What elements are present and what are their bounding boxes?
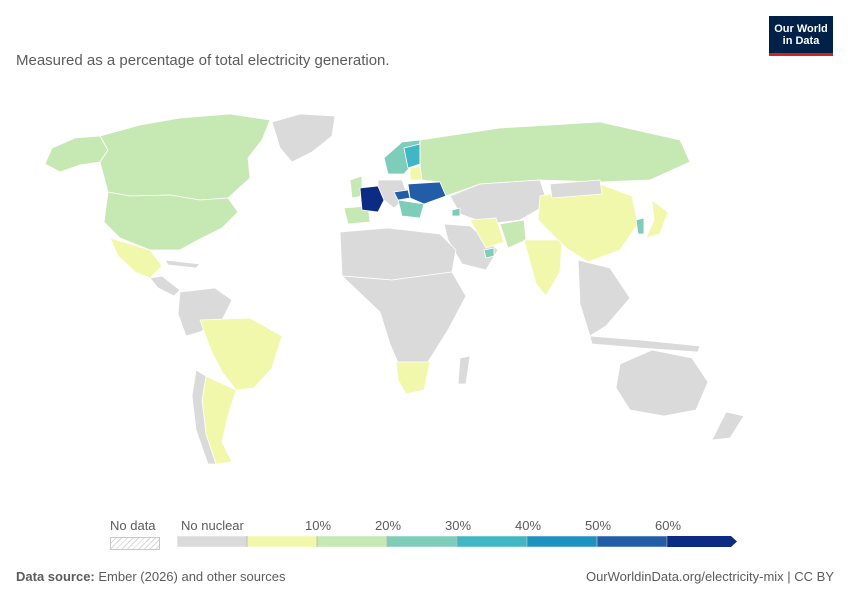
map-region-southeast-asia[interactable] [577,259,631,337]
map-region-north-africa[interactable] [339,227,457,281]
data-source: Data source: Ember (2026) and other sour… [16,569,286,584]
legend-bin-0[interactable] [177,536,248,548]
legend-no-data-swatch [110,537,160,550]
data-source-label: Data source: [16,569,95,584]
legend-label-40: 40% [515,518,542,533]
map-region-pakistan[interactable] [499,219,527,249]
map-region-usa[interactable] [103,191,239,251]
legend-label-50: 50% [585,518,612,533]
map-region-balkans[interactable] [397,199,425,219]
legend-bin-6[interactable] [596,536,668,548]
legend-bin-2[interactable] [316,536,388,548]
legend-label-10: 10% [305,518,332,533]
map-region-canada[interactable] [99,113,271,201]
map-region-mongolia[interactable] [549,179,603,199]
map-region-india[interactable] [523,239,563,297]
legend-bin-7[interactable] [667,536,737,547]
map-region-south-korea[interactable] [635,217,645,235]
legend-label-30: 30% [445,518,472,533]
map-region-sub-saharan-africa[interactable] [341,271,467,373]
chart-subtitle: Measured as a percentage of total electr… [16,52,390,69]
owid-logo[interactable]: Our World in Data [769,16,833,56]
footer-link[interactable]: OurWorldinData.org/electricity-mix | CC … [585,569,834,584]
legend-bin-3[interactable] [386,536,458,548]
map-region-south-africa[interactable] [395,361,431,395]
map-region-central-america[interactable] [149,275,181,297]
legend-label-no-nuclear: No nuclear [181,518,244,533]
map-region-middle-east[interactable] [443,223,499,271]
map-region-brazil[interactable] [199,317,283,391]
map-region-chile[interactable] [191,369,217,465]
legend-color-scale [177,536,737,548]
map-region-madagascar[interactable] [457,355,471,385]
map-region-caribbean[interactable] [164,259,201,269]
legend-no-data-label: No data [110,518,156,533]
map-region-australia[interactable] [615,349,709,417]
logo-line-2: in Data [782,34,820,47]
legend-bin-5[interactable] [526,536,598,548]
map-region-japan[interactable] [645,199,669,239]
map-region-ukraine[interactable] [407,181,447,205]
legend-bin-1[interactable] [246,536,318,548]
map-region-china[interactable] [537,183,639,263]
logo-line-1: Our World [774,22,828,35]
map-region-france[interactable] [359,185,385,213]
map-region-new-zealand[interactable] [711,411,745,441]
world-map [44,113,745,465]
legend-bin-4[interactable] [456,536,528,548]
map-region-central-asia[interactable] [449,179,549,225]
map-region-indonesia[interactable] [589,335,701,353]
map-region-alaska[interactable] [44,135,109,173]
map-region-uk[interactable] [349,175,363,199]
legend-label-20: 20% [375,518,402,533]
map-region-iran[interactable] [469,217,505,249]
map-region-armenia[interactable] [451,207,461,217]
map-region-russia[interactable] [419,121,691,197]
map-region-greenland[interactable] [271,113,336,163]
legend-label-60: 60% [655,518,682,533]
data-source-text[interactable]: Ember (2026) and other sources [98,569,286,584]
map-region-uae[interactable] [483,247,495,259]
